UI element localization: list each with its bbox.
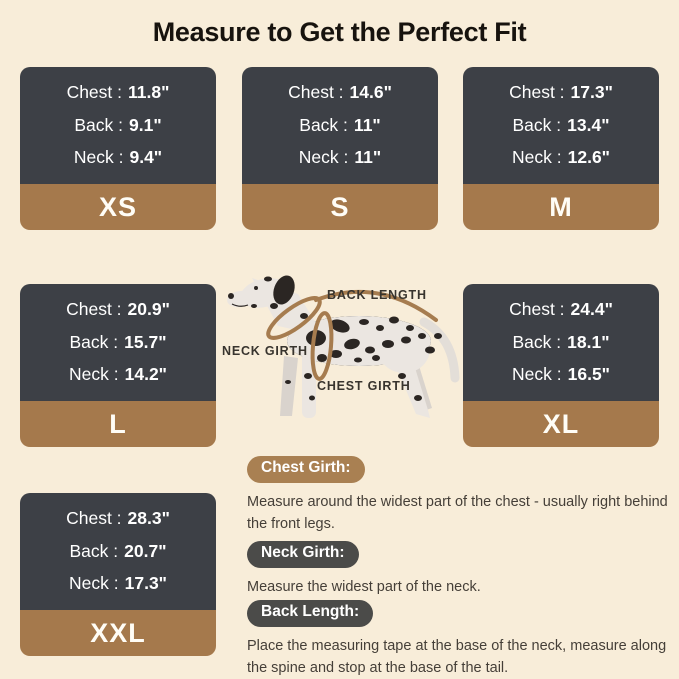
chest-value: 20.9": [127, 299, 170, 320]
back-value: 9.1": [129, 114, 162, 135]
neck-measurement: Neck :16.5": [463, 366, 659, 384]
neck-measurement: Neck :12.6": [463, 149, 659, 167]
dog-illustration: [227, 275, 460, 418]
back-value: 20.7": [124, 540, 167, 561]
neck-value: 16.5": [567, 364, 610, 385]
neck-label: Neck :: [298, 147, 349, 168]
size-label: M: [463, 184, 659, 230]
note-heading-pill: Neck Girth:: [247, 541, 359, 568]
back-measurement: Back :18.1": [463, 331, 659, 352]
chest-value: 17.3": [570, 82, 613, 103]
chest-value: 11.8": [128, 82, 170, 103]
back-label: Back :: [512, 331, 562, 352]
chest-label: Chest :: [509, 299, 565, 320]
size-card-xs: Chest :11.8" Back : 9.1" Neck :9.4" XS: [20, 67, 216, 230]
neck-label: Neck :: [512, 364, 562, 385]
chest-label: Chest :: [66, 299, 122, 320]
size-card-measurements: Chest :17.3" Back :13.4" Neck :12.6": [463, 67, 659, 184]
size-card-measurements: Chest :24.4" Back :18.1" Neck :16.5": [463, 284, 659, 401]
neck-girth-label: NECK GIRTH: [222, 344, 308, 358]
note-heading-pill: Back Length:: [247, 600, 374, 627]
note-text: Measure the widest part of the neck.: [247, 578, 481, 595]
size-card-measurements: Chest :11.8" Back : 9.1" Neck :9.4": [20, 67, 216, 184]
back-measurement: Back :11": [242, 114, 438, 135]
note-back-length: Back Length: Place the measuring tape at…: [247, 600, 672, 679]
size-label: S: [242, 184, 438, 230]
chest-label: Chest :: [66, 508, 122, 529]
size-card-measurements: Chest :14.6" Back :11" Neck :11": [242, 67, 438, 184]
neck-label: Neck :: [512, 147, 562, 168]
size-card-m: Chest :17.3" Back :13.4" Neck :12.6" M: [463, 67, 659, 230]
back-value: 11": [353, 114, 381, 135]
neck-value: 17.3": [124, 573, 167, 594]
neck-value: 12.6": [567, 147, 610, 168]
neck-measurement: Neck :17.3": [20, 575, 216, 593]
neck-measurement: Neck :14.2": [20, 366, 216, 384]
neck-label: Neck :: [69, 573, 119, 594]
chest-label: Chest :: [288, 82, 344, 103]
chest-measurement: Chest :28.3": [20, 510, 216, 528]
neck-value: 14.2": [124, 364, 167, 385]
neck-value: 11": [354, 147, 382, 168]
back-value: 18.1": [567, 331, 610, 352]
size-card-l: Chest :20.9" Back :15.7" Neck :14.2" L: [20, 284, 216, 447]
back-value: 13.4": [567, 114, 610, 135]
size-card-measurements: Chest :28.3" Back :20.7" Neck :17.3": [20, 493, 216, 610]
neck-value: 9.4": [129, 147, 163, 168]
size-card-xl: Chest :24.4" Back :18.1" Neck :16.5" XL: [463, 284, 659, 447]
size-label: XS: [20, 184, 216, 230]
neck-label: Neck :: [69, 364, 119, 385]
neck-measurement: Neck :11": [242, 149, 438, 167]
size-label: L: [20, 401, 216, 447]
note-neck-girth: Neck Girth: Measure the widest part of t…: [247, 541, 672, 598]
size-card-xxl: Chest :28.3" Back :20.7" Neck :17.3" XXL: [20, 493, 216, 656]
size-card-s: Chest :14.6" Back :11" Neck :11" S: [242, 67, 438, 230]
chest-measurement: Chest :14.6": [242, 84, 438, 102]
back-measurement: Back :20.7": [20, 540, 216, 561]
back-label: Back :: [69, 331, 119, 352]
chest-measurement: Chest :11.8": [20, 84, 216, 102]
size-card-measurements: Chest :20.9" Back :15.7" Neck :14.2": [20, 284, 216, 401]
back-measurement: Back :15.7": [20, 331, 216, 352]
size-label: XL: [463, 401, 659, 447]
chest-value: 24.4": [570, 299, 613, 320]
back-value: 15.7": [124, 331, 167, 352]
page-title: Measure to Get the Perfect Fit: [152, 17, 527, 47]
chest-girth-label: CHEST GIRTH: [317, 379, 411, 393]
note-text: Place the measuring tape at the base of …: [247, 637, 667, 677]
back-measurement: Back : 9.1": [20, 114, 216, 135]
back-label: Back :: [74, 114, 123, 135]
back-label: Back :: [512, 114, 562, 135]
note-heading-pill: Chest Girth:: [247, 456, 365, 483]
note-text: Measure around the widest part of the ch…: [247, 493, 668, 533]
chest-label: Chest :: [509, 82, 565, 103]
chest-measurement: Chest :17.3": [463, 84, 659, 102]
back-length-label: BACK LENGTH: [327, 288, 427, 302]
measuring-lines: [266, 289, 438, 381]
neck-measurement: Neck :9.4": [20, 149, 216, 167]
note-chest-girth: Chest Girth: Measure around the widest p…: [247, 456, 672, 536]
chest-value: 14.6": [349, 82, 392, 103]
chest-measurement: Chest :20.9": [20, 301, 216, 319]
chest-label: Chest :: [66, 82, 123, 103]
back-label: Back :: [299, 114, 348, 135]
chest-measurement: Chest :24.4": [463, 301, 659, 319]
back-label: Back :: [69, 540, 119, 561]
back-measurement: Back :13.4": [463, 114, 659, 135]
chest-value: 28.3": [127, 508, 170, 529]
size-label: XXL: [20, 610, 216, 656]
neck-label: Neck :: [73, 147, 124, 168]
